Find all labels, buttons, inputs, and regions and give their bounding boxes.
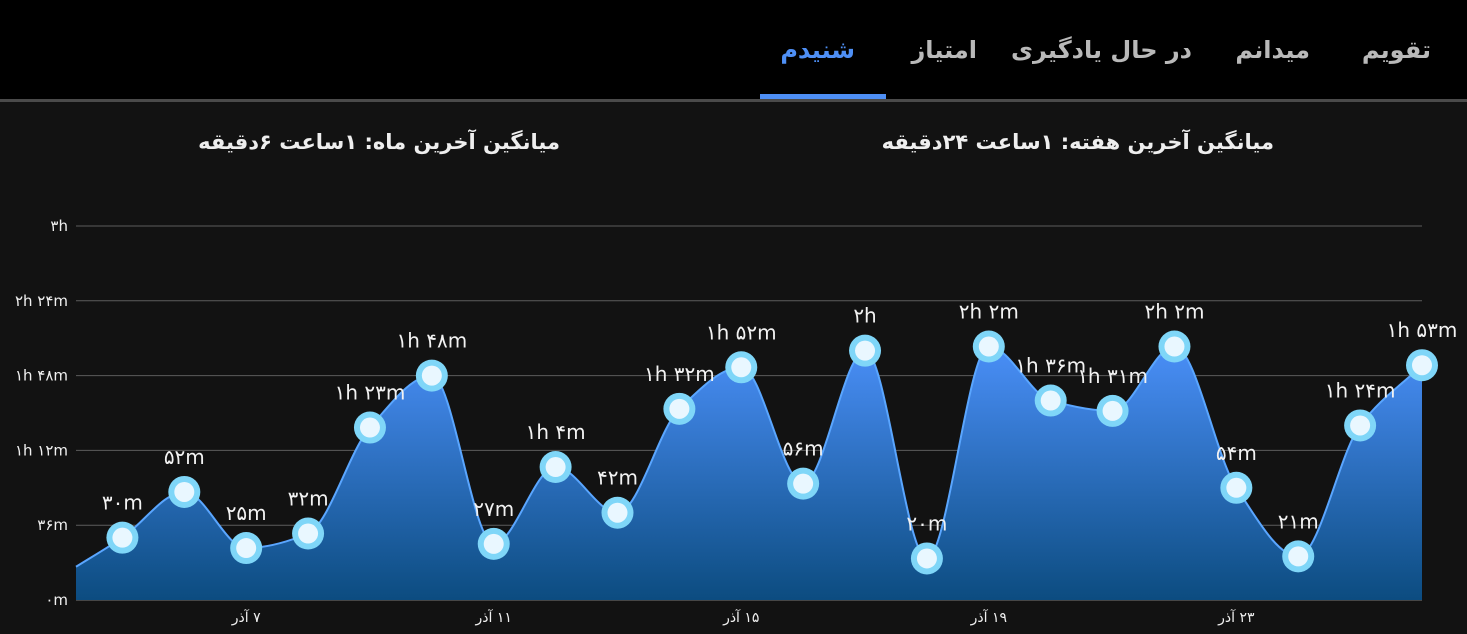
x-tick-label: ۱۹ آذر xyxy=(970,609,1007,626)
weekly-average-text: میانگین آخرین هفته: ۱ساعت ۲۴دقیقه xyxy=(881,130,1274,154)
data-point-marker-center xyxy=(607,502,628,523)
data-point-marker-center xyxy=(174,481,195,502)
x-axis-labels: ۷ آذر ۱۱ آذر ۱۵ آذر ۱۹ آذر ۲۳ آذر xyxy=(231,609,1255,626)
data-point-marker-center xyxy=(236,538,257,559)
tab-heard[interactable]: شنیدم xyxy=(780,36,855,64)
data-label: ۵۶m xyxy=(783,437,824,461)
data-markers xyxy=(106,330,1438,575)
data-point-marker-center xyxy=(112,527,133,548)
y-tick-label: ۱h ۴۸m xyxy=(15,367,68,385)
data-label: ۱h ۴۸m xyxy=(396,329,467,353)
data-label: ۲h xyxy=(853,304,876,328)
data-label: ۲۷m xyxy=(473,497,514,521)
data-point-marker-center xyxy=(669,398,690,419)
data-point-marker-center xyxy=(1412,355,1432,376)
data-point-marker-center xyxy=(359,417,380,438)
data-point-marker-center xyxy=(731,357,752,378)
x-tick-label: ۱۱ آذر xyxy=(475,609,512,626)
data-point-marker-center xyxy=(1350,415,1371,436)
data-label: ۵۴m xyxy=(1216,441,1257,465)
series-line xyxy=(75,345,1423,568)
area-fill xyxy=(76,346,1422,600)
data-label: ۴۲m xyxy=(597,466,638,490)
tab-score[interactable]: امتیاز xyxy=(911,36,977,64)
monthly-average-text: میانگین آخرین ماه: ۱ساعت ۶دقیقه xyxy=(198,130,560,154)
data-point-marker-center xyxy=(1102,400,1123,421)
data-label: ۲h ۲m xyxy=(959,300,1019,324)
y-tick-label: ۲h ۲۴m xyxy=(15,292,68,310)
data-label: ۱h ۳۲m xyxy=(644,362,715,386)
top-navigation-bar xyxy=(0,0,1467,99)
tab-know[interactable]: میدانم xyxy=(1235,36,1310,64)
listening-time-chart: ۰m ۳۶m ۱h ۱۲m ۱h ۴۸m ۲h ۲۴m ۳h ۷ آذر ۱۱ آذر ۱۵ … xyxy=(15,217,1457,626)
data-point-marker-center xyxy=(1040,390,1061,411)
data-point-marker-center xyxy=(855,340,876,361)
y-tick-label: ۰m xyxy=(45,591,68,609)
data-label: ۲۰m xyxy=(906,511,947,535)
data-label: ۱h ۴m xyxy=(526,420,586,444)
data-label: ۲۱m xyxy=(1278,509,1319,533)
tab-calendar[interactable]: تقویم xyxy=(1361,36,1431,64)
data-point-marker-center xyxy=(916,548,937,569)
data-point-marker-center xyxy=(1164,336,1185,357)
data-point-marker-center xyxy=(978,336,999,357)
data-point-marker-center xyxy=(421,365,442,386)
data-label: ۳۰m xyxy=(102,491,143,515)
y-tick-label: ۱h ۱۲m xyxy=(15,441,68,459)
data-label: ۱h ۲۳m xyxy=(335,381,406,405)
data-label: ۲۵m xyxy=(226,501,267,525)
y-tick-label: ۳h xyxy=(50,217,68,235)
x-tick-label: ۱۵ آذر xyxy=(722,609,759,626)
tab-divider xyxy=(0,99,1467,102)
y-tick-label: ۳۶m xyxy=(37,516,68,534)
tab-learning[interactable]: در حال یادگیری xyxy=(1011,36,1192,64)
x-tick-label: ۲۳ آذر xyxy=(1217,609,1255,626)
data-point-marker-center xyxy=(1226,477,1247,498)
data-point-marker-center xyxy=(545,457,566,478)
data-label: ۵۲m xyxy=(164,445,205,469)
data-label: ۱h ۳۶m xyxy=(1015,354,1086,378)
data-point-marker-center xyxy=(298,523,319,544)
x-tick-label: ۷ آذر xyxy=(231,609,261,626)
data-label: ۱h ۵۳m xyxy=(1387,318,1458,342)
data-label: ۲h ۲m xyxy=(1144,300,1204,324)
active-tab-indicator xyxy=(760,94,886,99)
data-label: ۱h ۳۱m xyxy=(1077,364,1148,388)
data-label: ۱h ۲۴m xyxy=(1325,378,1396,402)
data-point-marker-center xyxy=(793,473,814,494)
data-point-marker-center xyxy=(483,533,504,554)
data-label: ۳۲m xyxy=(288,487,329,511)
data-label: ۱h ۵۲m xyxy=(706,320,777,344)
data-point-marker-center xyxy=(1288,546,1309,567)
data-labels: ۳۰m ۵۲m ۲۵m ۳۲m ۱h ۲۳m ۱h ۴۸m ۲۷m ۱h ۴m ۴۲m ۱h ۳۲… xyxy=(102,300,1457,536)
